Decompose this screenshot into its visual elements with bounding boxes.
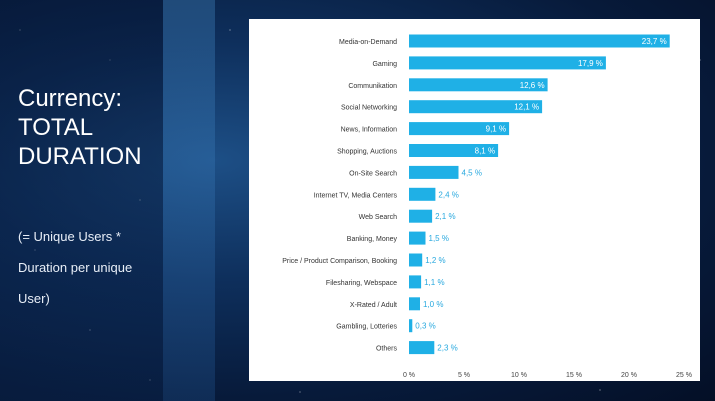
- bar: [409, 231, 426, 245]
- bar: [409, 319, 413, 333]
- value-label: 23,7 %: [642, 37, 667, 46]
- category-label: On-Site Search: [349, 170, 397, 177]
- value-label: 1,2 %: [425, 256, 445, 265]
- value-label: 2,1 %: [435, 212, 455, 221]
- value-label: 12,6 %: [520, 81, 545, 90]
- category-label: Banking, Money: [347, 236, 398, 243]
- bar: [409, 165, 459, 179]
- bar: [409, 341, 435, 355]
- value-label: 1,1 %: [424, 278, 444, 287]
- value-label: 2,3 %: [437, 344, 457, 353]
- bar: [409, 122, 510, 136]
- category-label: Internet TV, Media Centers: [314, 192, 398, 199]
- value-label: 8,1 %: [475, 147, 495, 156]
- bar: [409, 34, 670, 48]
- value-label: 4,5 %: [462, 168, 482, 177]
- category-label: Media-on-Demand: [339, 39, 397, 46]
- x-tick-label: 5 %: [458, 372, 470, 379]
- chart-card: Media-on-Demand 23,7 % Gaming 17,9 % Communi…: [249, 19, 700, 381]
- bar: [409, 275, 422, 289]
- bar: [409, 100, 543, 114]
- slide-subtitle: (= Unique Users * Duration per unique Us…: [18, 229, 133, 306]
- x-tick-label: 0 %: [403, 372, 415, 379]
- value-label: 1,5 %: [429, 234, 449, 243]
- category-label: Web Search: [359, 214, 397, 221]
- bar: [409, 78, 548, 92]
- value-label: 9,1 %: [486, 125, 506, 134]
- divider-strip: [163, 0, 215, 401]
- category-label: Shopping, Auctions: [337, 149, 397, 156]
- x-tick-label: 20 %: [621, 372, 637, 379]
- bar: [409, 297, 420, 311]
- bar: [409, 144, 499, 157]
- bar: [409, 209, 433, 223]
- category-label: Others: [376, 346, 398, 353]
- x-tick-label: 15 %: [566, 372, 582, 379]
- slide-title: Currency: TOTAL DURATION: [18, 85, 142, 170]
- value-label: 0,3 %: [415, 322, 435, 331]
- category-label: Communikation: [348, 83, 397, 90]
- value-label: 2,4 %: [438, 190, 458, 199]
- bar-chart: Media-on-Demand 23,7 % Gaming 17,9 % Communi…: [282, 34, 692, 379]
- category-label: X-Rated / Adult: [350, 302, 397, 309]
- bar: [409, 187, 436, 201]
- category-label: News, Information: [341, 127, 398, 134]
- category-label: Price / Product Comparison, Booking: [282, 258, 397, 265]
- category-label: Gambling, Lotteries: [336, 324, 397, 331]
- category-label: Social Networking: [341, 105, 397, 112]
- value-label: 1,0 %: [423, 300, 443, 309]
- category-label: Gaming: [372, 61, 397, 68]
- x-tick-label: 25 %: [676, 372, 692, 379]
- bar: [409, 56, 606, 70]
- value-label: 17,9 %: [578, 59, 603, 68]
- bar: [409, 253, 423, 267]
- x-tick-label: 10 %: [511, 372, 527, 379]
- value-label: 12,1 %: [514, 103, 539, 112]
- left-panel: [0, 0, 163, 401]
- category-label: Filesharing, Webspace: [326, 280, 397, 287]
